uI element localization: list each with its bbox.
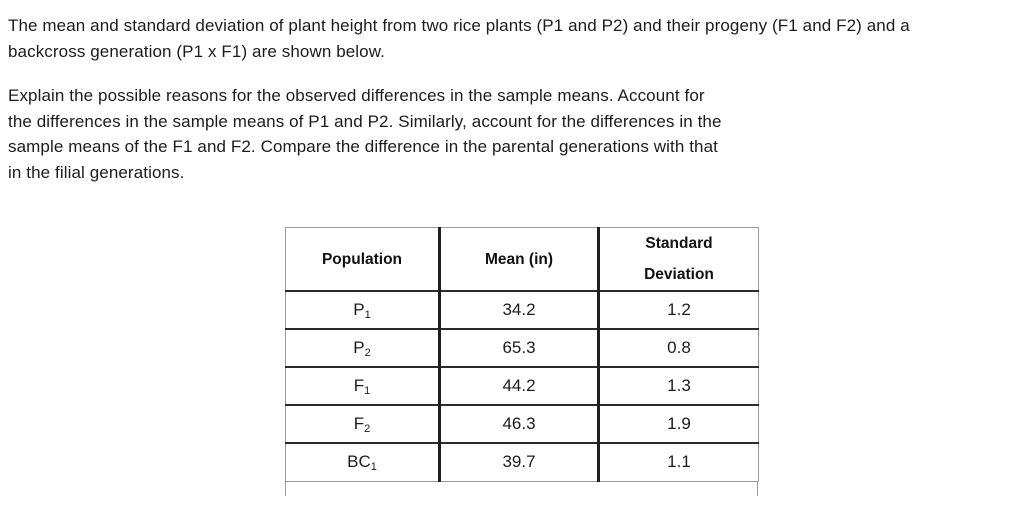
population-label: BC bbox=[347, 451, 371, 471]
population-label: P bbox=[353, 299, 365, 319]
population-cell: F2 bbox=[285, 404, 440, 443]
population-label: F bbox=[353, 413, 365, 433]
sd-cell: 1.1 bbox=[597, 442, 759, 481]
col-header-mean: Mean (in) bbox=[438, 227, 599, 291]
table-row: P2 65.3 0.8 bbox=[285, 328, 759, 367]
population-cell: P2 bbox=[285, 328, 440, 367]
mean-cell: 39.7 bbox=[438, 442, 599, 481]
table-bottom-extension bbox=[285, 481, 758, 496]
stats-table: Population Mean (in) Standard Deviation … bbox=[285, 227, 759, 482]
sd-cell: 0.8 bbox=[597, 328, 759, 367]
mean-cell: 65.3 bbox=[438, 328, 599, 367]
col-header-standard-deviation: Standard Deviation bbox=[597, 227, 759, 291]
table-row: P1 34.2 1.2 bbox=[285, 290, 759, 329]
population-subscript: 1 bbox=[364, 308, 371, 321]
table-row: BC1 39.7 1.1 bbox=[285, 442, 759, 481]
population-subscript: 1 bbox=[370, 460, 377, 473]
population-subscript: 2 bbox=[364, 422, 371, 435]
population-subscript: 2 bbox=[364, 346, 371, 359]
population-label: F bbox=[353, 375, 365, 395]
population-cell: P1 bbox=[285, 290, 440, 329]
sd-cell: 1.3 bbox=[597, 366, 759, 405]
sd-cell: 1.9 bbox=[597, 404, 759, 443]
mean-cell: 44.2 bbox=[438, 366, 599, 405]
population-subscript: 1 bbox=[364, 384, 371, 397]
population-label: P bbox=[353, 337, 365, 357]
table-header-row: Population Mean (in) Standard Deviation bbox=[286, 227, 759, 291]
population-cell: BC1 bbox=[285, 442, 440, 481]
table-row: F1 44.2 1.3 bbox=[285, 366, 759, 405]
sd-cell: 1.2 bbox=[597, 290, 759, 329]
mean-cell: 46.3 bbox=[438, 404, 599, 443]
mean-cell: 34.2 bbox=[438, 290, 599, 329]
population-cell: F1 bbox=[285, 366, 440, 405]
col-header-population: Population bbox=[321, 250, 403, 268]
table-row: F2 46.3 1.9 bbox=[285, 404, 759, 443]
intro-paragraph: The mean and standard deviation of plant… bbox=[8, 16, 910, 61]
stats-table-container: Population Mean (in) Standard Deviation … bbox=[285, 227, 759, 496]
question-paragraph: Explain the possible reasons for the obs… bbox=[8, 86, 722, 182]
